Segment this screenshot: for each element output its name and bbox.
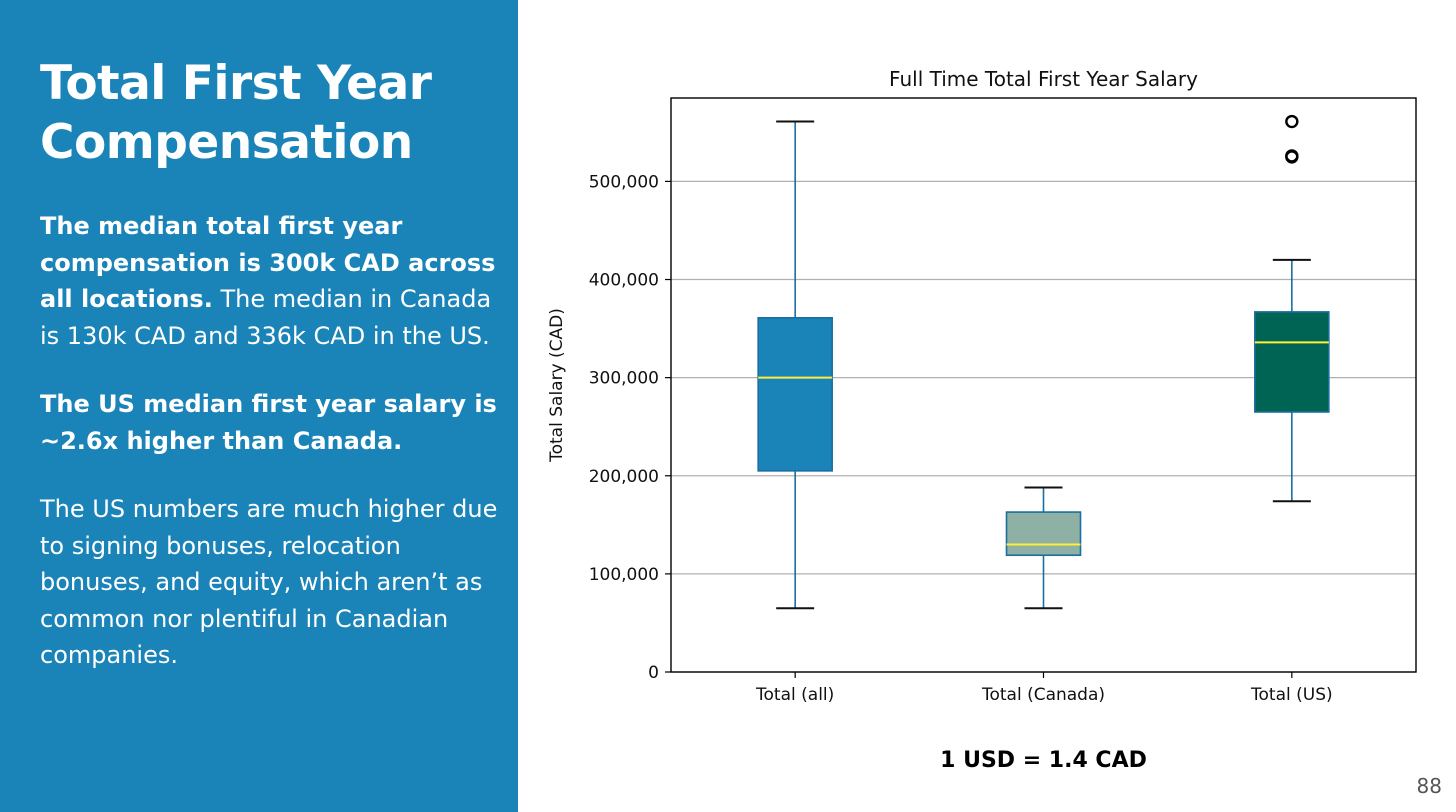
y-axis-label: Total Salary (CAD) [547, 308, 567, 463]
plot-frame [670, 97, 1417, 673]
iqr-box [1254, 311, 1330, 413]
y-tick-label: 400,000 [589, 271, 659, 291]
y-tick-label: 0 [648, 663, 659, 683]
x-tick-label: Total (US) [1250, 685, 1333, 705]
iqr-box [757, 316, 833, 472]
slide-title-line1: Total First Year [40, 56, 432, 111]
explanation: The US numbers are much higher due to si… [40, 495, 498, 669]
boxplot-chart: 0 100,000 200,000 300,000 400,000 500,000 Tota… [547, 67, 1417, 773]
median-summary: The median total first year compensation… [40, 208, 498, 354]
median-summary-rest: The median in Canada is 130k CAD and 336… [40, 285, 492, 350]
outlier-point [1285, 114, 1299, 129]
ratio-summary: The US median first year salary is ~2.6x… [40, 386, 498, 459]
y-tick-label: 100,000 [589, 565, 659, 585]
x-tick-label: Total (Canada) [981, 685, 1105, 705]
iqr-box [1005, 511, 1082, 557]
exchange-rate-note: 1 USD = 1.4 CAD [940, 748, 1147, 773]
median-summary-bold: The median total first year compensation… [40, 212, 496, 313]
y-tick-label: 200,000 [589, 467, 659, 487]
x-tick-label: Total (all) [755, 685, 834, 705]
ratio-summary-bold: The US median first year salary is ~2.6x… [40, 390, 497, 455]
y-tick-label: 300,000 [589, 369, 659, 389]
text-panel: Total First Year Compensation The median… [0, 0, 518, 812]
slide-title: Total First Year Compensation [40, 54, 498, 172]
chart-title: Full Time Total First Year Salary [889, 67, 1198, 91]
outlier-point [1285, 149, 1299, 163]
page-number: 88 [1416, 774, 1442, 798]
y-tick-label: 500,000 [589, 172, 659, 192]
slide-title-line2: Compensation [40, 115, 413, 170]
